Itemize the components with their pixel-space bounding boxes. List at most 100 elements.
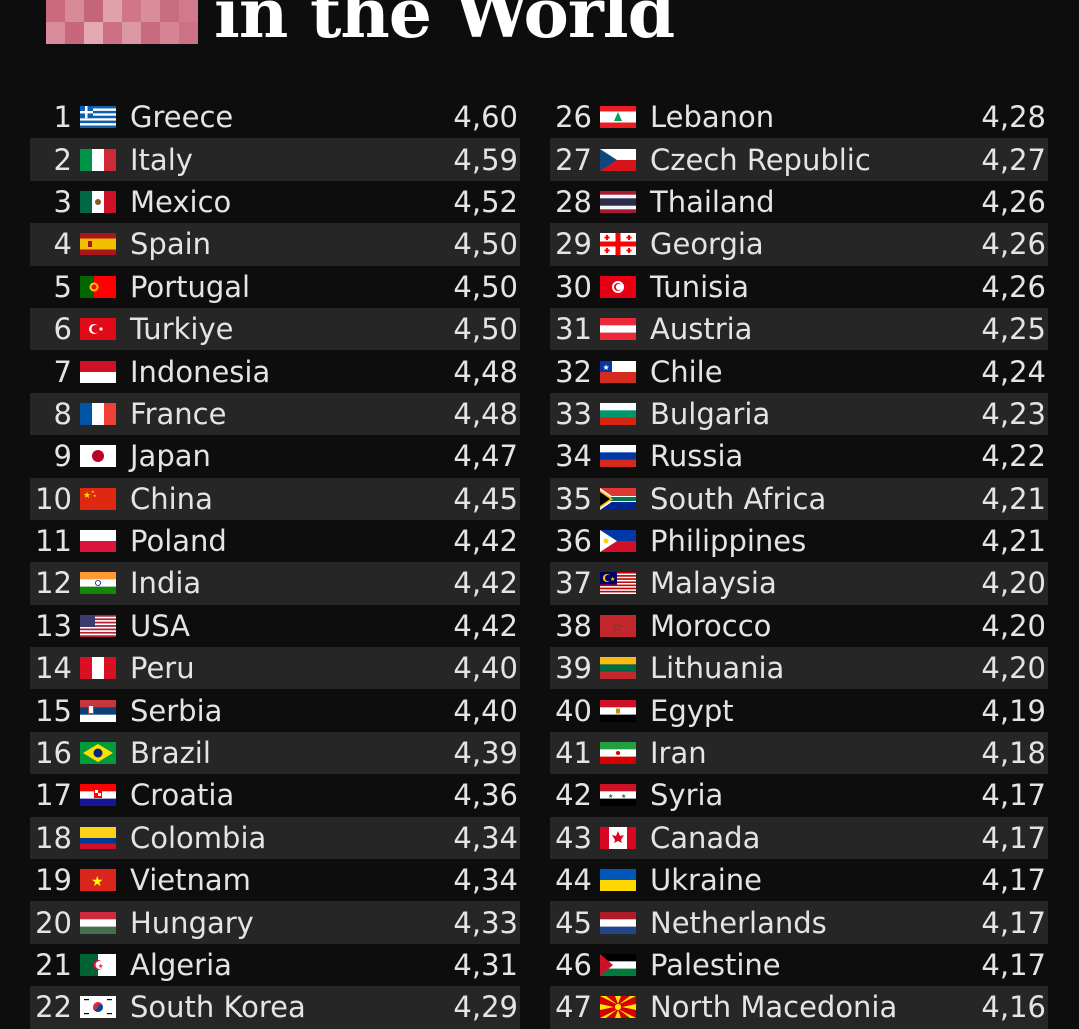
country-name: Tunisia — [650, 269, 750, 304]
south-africa-flag-icon — [600, 487, 636, 510]
list-item: 34 Russia 4,22 — [550, 435, 1048, 477]
rank-number: 28 — [555, 184, 592, 219]
rank-number: 44 — [555, 863, 592, 898]
tunisia-flag-icon — [600, 275, 636, 298]
country-name: Ukraine — [650, 863, 762, 898]
hungary-flag-icon — [80, 911, 116, 934]
svg-text:★: ★ — [91, 489, 95, 494]
country-name: Palestine — [650, 948, 781, 982]
list-item: 11 Poland 4,42 — [30, 520, 520, 562]
list-item: 14 Peru 4,40 — [30, 647, 520, 690]
turkiye-flag-icon — [80, 318, 116, 341]
svg-text:★: ★ — [603, 363, 610, 372]
egypt-flag-icon — [600, 699, 636, 722]
list-item: 13 USA 4,42 — [30, 605, 520, 647]
rank-number: 41 — [555, 736, 592, 771]
rank-number: 12 — [35, 566, 72, 601]
score-value: 4,60 — [453, 100, 518, 135]
score-value: 4,17 — [981, 948, 1046, 982]
score-value: 4,17 — [981, 905, 1046, 940]
rank-number: 19 — [35, 863, 72, 898]
list-item: 36 Philippines 4,21 — [550, 520, 1048, 562]
list-item: 47 North Macedonia 4,16 — [550, 986, 1048, 1029]
country-name: Vietnam — [130, 863, 251, 898]
rank-number: 18 — [35, 820, 72, 855]
score-value: 4,47 — [453, 439, 518, 474]
japan-flag-icon — [80, 445, 116, 468]
list-item: 44 Ukraine 4,17 — [550, 859, 1048, 901]
score-value: 4,24 — [981, 354, 1046, 389]
country-name: South Korea — [130, 990, 306, 1025]
score-value: 4,42 — [453, 524, 518, 559]
ranking-list-left: 1 Greece 4,60 2 Italy 4,59 3 Mexico 4,52 4 Spain 4,… — [30, 96, 520, 1029]
list-item: 33 Bulgaria 4,23 — [550, 392, 1048, 436]
country-name: Portugal — [130, 269, 251, 304]
svg-text:☆: ☆ — [612, 620, 623, 634]
rank-number: 14 — [35, 651, 72, 686]
thailand-flag-icon — [600, 190, 636, 213]
score-value: 4,50 — [453, 227, 518, 262]
brazil-flag-icon — [80, 742, 116, 765]
country-name: India — [130, 566, 202, 601]
list-item: 21 ★ Algeria 4,31 — [30, 944, 520, 986]
country-name: Austria — [650, 312, 753, 347]
score-value: 4,29 — [453, 990, 518, 1025]
south-korea-flag-icon — [80, 996, 116, 1019]
rank-number: 29 — [555, 227, 592, 262]
france-flag-icon — [80, 402, 116, 425]
colombia-flag-icon — [80, 826, 116, 849]
list-item: 3 Mexico 4,52 — [30, 181, 520, 223]
svg-text:★: ★ — [608, 793, 613, 800]
malaysia-flag-icon: ★ — [600, 572, 636, 595]
country-name: Philippines — [650, 524, 807, 559]
country-name: South Africa — [650, 481, 827, 516]
rank-number: 11 — [35, 524, 72, 559]
score-value: 4,31 — [453, 948, 518, 982]
rank-number: 13 — [35, 608, 72, 643]
score-value: 4,48 — [453, 396, 518, 431]
syria-flag-icon: ★ ★ — [600, 784, 636, 807]
rank-number: 39 — [555, 651, 592, 686]
header: in the World — [0, 0, 1079, 70]
list-item: 12 India 4,42 — [30, 562, 520, 605]
rank-number: 2 — [53, 142, 72, 177]
country-name: Turkiye — [130, 312, 234, 347]
score-value: 4,36 — [453, 778, 518, 813]
rank-number: 32 — [555, 354, 592, 389]
score-value: 4,28 — [981, 100, 1046, 135]
country-name: Syria — [650, 778, 724, 813]
rank-number: 5 — [53, 269, 72, 304]
spain-flag-icon — [80, 233, 116, 256]
rank-number: 31 — [555, 312, 592, 347]
score-value: 4,42 — [453, 566, 518, 601]
greece-flag-icon — [80, 106, 116, 129]
svg-text:★: ★ — [93, 493, 97, 498]
list-item: 16 Brazil 4,39 — [30, 731, 520, 775]
country-name: Czech Republic — [650, 142, 871, 177]
country-name: USA — [130, 608, 191, 643]
score-value: 4,20 — [981, 651, 1046, 686]
score-value: 4,34 — [453, 863, 518, 898]
georgia-flag-icon — [600, 233, 636, 256]
score-value: 4,42 — [453, 608, 518, 643]
score-value: 4,16 — [981, 990, 1046, 1025]
list-item: 8 France 4,48 — [30, 392, 520, 436]
list-item: 1 Greece 4,60 — [30, 96, 520, 138]
list-item: 31 Austria 4,25 — [550, 307, 1048, 351]
score-value: 4,50 — [453, 269, 518, 304]
rank-number: 35 — [555, 481, 592, 516]
list-item: 18 Colombia 4,34 — [30, 816, 520, 860]
list-item: 10 ★ ★ ★ China 4,45 — [30, 477, 520, 520]
score-value: 4,19 — [981, 693, 1046, 728]
list-item: 41 Iran 4,18 — [550, 731, 1048, 775]
list-item: 42 ★ ★ Syria 4,17 — [550, 774, 1048, 816]
morocco-flag-icon: ☆ — [600, 614, 636, 637]
score-value: 4,40 — [453, 693, 518, 728]
croatia-flag-icon — [80, 784, 116, 807]
rank-number: 17 — [35, 778, 72, 813]
pixelated-logo — [46, 0, 198, 44]
netherlands-flag-icon — [600, 911, 636, 934]
rank-number: 22 — [35, 990, 72, 1025]
rank-number: 47 — [555, 990, 592, 1025]
north-macedonia-flag-icon — [600, 996, 636, 1019]
